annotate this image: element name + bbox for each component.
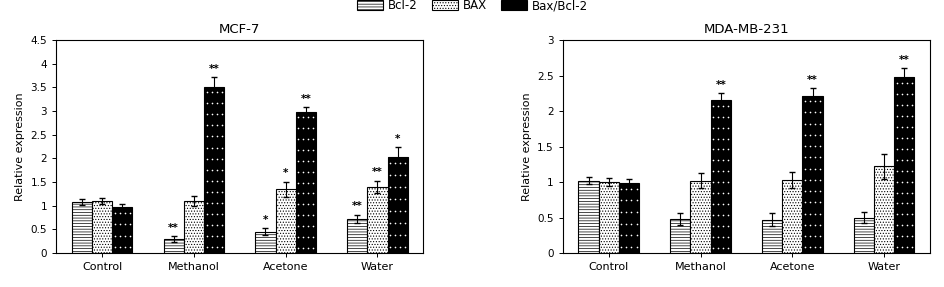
Bar bbox=[761, 220, 782, 253]
Text: *: * bbox=[282, 168, 288, 179]
Text: **: ** bbox=[715, 80, 725, 90]
Bar bbox=[72, 202, 92, 253]
Bar bbox=[163, 239, 183, 253]
Bar bbox=[112, 207, 132, 253]
Bar bbox=[801, 96, 821, 253]
Y-axis label: Relative expression: Relative expression bbox=[521, 92, 531, 201]
Text: **: ** bbox=[300, 94, 311, 104]
Bar bbox=[183, 201, 204, 253]
Text: *: * bbox=[395, 134, 400, 144]
Bar bbox=[367, 187, 387, 253]
Text: **: ** bbox=[351, 201, 362, 212]
Bar bbox=[853, 218, 873, 253]
Bar bbox=[690, 181, 710, 253]
Text: *: * bbox=[262, 215, 268, 225]
Bar bbox=[782, 180, 801, 253]
Y-axis label: Relative expression: Relative expression bbox=[15, 92, 25, 201]
Bar bbox=[387, 158, 407, 253]
Bar bbox=[92, 201, 112, 253]
Bar bbox=[598, 182, 618, 253]
Text: **: ** bbox=[209, 64, 219, 74]
Bar bbox=[204, 86, 224, 253]
Bar bbox=[255, 232, 276, 253]
Bar bbox=[873, 166, 893, 253]
Bar bbox=[893, 77, 914, 253]
Text: **: ** bbox=[168, 223, 178, 233]
Title: MDA-MB-231: MDA-MB-231 bbox=[703, 23, 788, 36]
Text: **: ** bbox=[898, 55, 909, 65]
Bar bbox=[295, 112, 315, 253]
Text: **: ** bbox=[372, 167, 382, 177]
Text: **: ** bbox=[806, 75, 817, 85]
Bar bbox=[618, 183, 638, 253]
Bar bbox=[669, 219, 690, 253]
Bar bbox=[578, 181, 598, 253]
Bar bbox=[276, 189, 295, 253]
Legend: Bcl-2, BAX, Bax/Bcl-2: Bcl-2, BAX, Bax/Bcl-2 bbox=[352, 0, 592, 17]
Title: MCF-7: MCF-7 bbox=[219, 23, 261, 36]
Bar bbox=[710, 100, 730, 253]
Bar bbox=[346, 219, 367, 253]
